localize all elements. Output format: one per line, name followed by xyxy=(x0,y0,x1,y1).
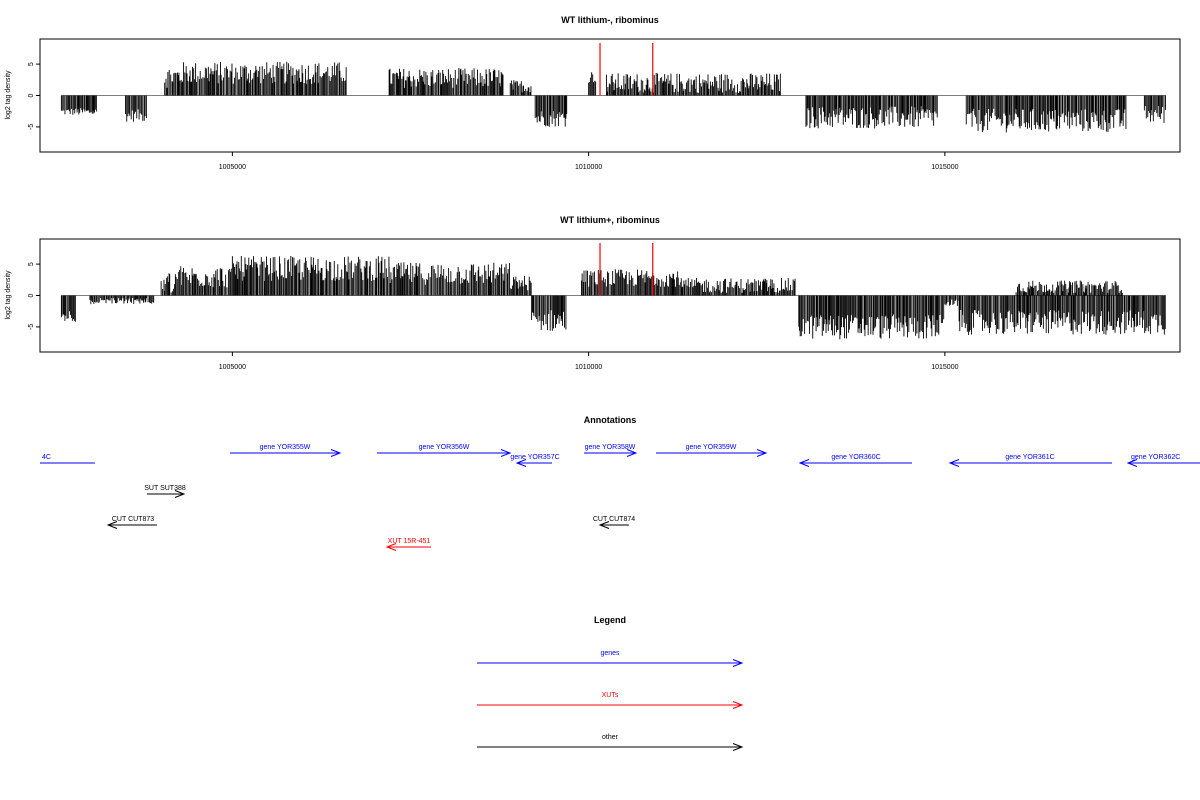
arrow-head xyxy=(174,490,186,498)
axis-ticks: 5 0 -5 1005000 1010000 1015000 xyxy=(28,262,959,371)
y-tick-label: 5 xyxy=(28,262,35,266)
legend-label: XUTs xyxy=(602,692,619,699)
arrow-head xyxy=(798,459,810,467)
annotations-title: Annotations xyxy=(584,415,637,425)
annotation-feature: gene YOR355W xyxy=(230,444,342,457)
arrow-head xyxy=(732,701,744,709)
annotation-features: 4C gene YOR355W gene YOR356W gene YOR357C ge… xyxy=(40,444,1200,551)
track-panel-lithium-minus: WT lithium-, ribominus log2 tag density … xyxy=(5,15,1181,171)
feature-label: gene YOR361C xyxy=(1005,454,1054,461)
legend-item: other xyxy=(477,734,744,751)
annotation-feature: gene YOR361C xyxy=(948,454,1112,467)
legend-title: Legend xyxy=(594,615,626,625)
density-bars xyxy=(60,255,1166,340)
legend-label: other xyxy=(602,734,619,741)
annotation-feature: gene YOR357C xyxy=(510,454,560,467)
annotation-feature: CUT CUT873 xyxy=(106,516,157,529)
annotation-feature: 4C xyxy=(40,454,95,464)
feature-label: gene YOR355W xyxy=(260,444,311,451)
panel-title: WT lithium+, ribominus xyxy=(560,215,660,225)
x-tick-label: 1005000 xyxy=(219,164,246,171)
y-tick-label: -5 xyxy=(28,124,35,130)
feature-label: SUT SUT388 xyxy=(144,485,186,492)
feature-label: gene YOR360C xyxy=(831,454,880,461)
arrow-head xyxy=(515,459,527,467)
arrow-head xyxy=(732,659,744,667)
y-axis-label: log2 tag density xyxy=(5,70,12,120)
axis-ticks: 5 0 -5 1005000 1010000 1015000 xyxy=(28,62,959,171)
arrow-head xyxy=(385,543,397,551)
legend-item: XUTs xyxy=(477,692,744,709)
feature-label: 4C xyxy=(42,454,51,461)
marker-lines xyxy=(599,43,654,96)
arrow-head xyxy=(1126,459,1138,467)
annotation-feature: gene YOR356W xyxy=(377,444,512,457)
panel-title: WT lithium-, ribominus xyxy=(561,15,659,25)
annotation-feature: SUT SUT388 xyxy=(144,485,186,498)
track-panel-lithium-plus: WT lithium+, ribominus log2 tag density … xyxy=(5,215,1181,371)
legend-label: genes xyxy=(600,650,620,657)
y-tick-label: 5 xyxy=(28,62,35,66)
feature-label: CUT CUT873 xyxy=(112,516,154,523)
annotation-feature: gene YOR358W xyxy=(584,444,638,457)
arrow-head xyxy=(626,449,638,457)
x-tick-label: 1015000 xyxy=(931,164,958,171)
x-tick-label: 1005000 xyxy=(219,364,246,371)
arrow-head xyxy=(756,449,768,457)
x-tick-label: 1010000 xyxy=(575,364,602,371)
y-tick-label: 0 xyxy=(28,93,35,97)
feature-label: XUT 15R-451 xyxy=(388,538,431,545)
marker-lines xyxy=(599,243,654,296)
arrow-head xyxy=(330,449,342,457)
x-tick-label: 1010000 xyxy=(575,164,602,171)
feature-label: CUT CUT874 xyxy=(593,516,635,523)
feature-label: gene YOR362C xyxy=(1131,454,1180,461)
annotation-feature: gene YOR360C xyxy=(798,454,912,467)
arrow-head xyxy=(948,459,960,467)
annotation-feature: gene YOR362C xyxy=(1126,454,1200,467)
arrow-head xyxy=(500,449,512,457)
arrow-head xyxy=(598,521,610,529)
legend: genes XUTs other xyxy=(477,650,744,751)
x-tick-label: 1015000 xyxy=(931,364,958,371)
y-tick-label: 0 xyxy=(28,293,35,297)
legend-item: genes xyxy=(477,650,744,667)
feature-label: gene YOR357C xyxy=(510,454,559,461)
annotation-feature: XUT 15R-451 xyxy=(385,538,431,551)
feature-label: gene YOR358W xyxy=(585,444,636,451)
annotation-feature: CUT CUT874 xyxy=(593,516,635,529)
arrow-head xyxy=(732,743,744,751)
annotation-feature: gene YOR359W xyxy=(656,444,768,457)
arrow-head xyxy=(106,521,118,529)
y-tick-label: -5 xyxy=(28,324,35,330)
feature-label: gene YOR359W xyxy=(686,444,737,451)
density-bars xyxy=(60,61,1166,133)
feature-label: gene YOR356W xyxy=(419,444,470,451)
y-axis-label: log2 tag density xyxy=(5,270,12,320)
